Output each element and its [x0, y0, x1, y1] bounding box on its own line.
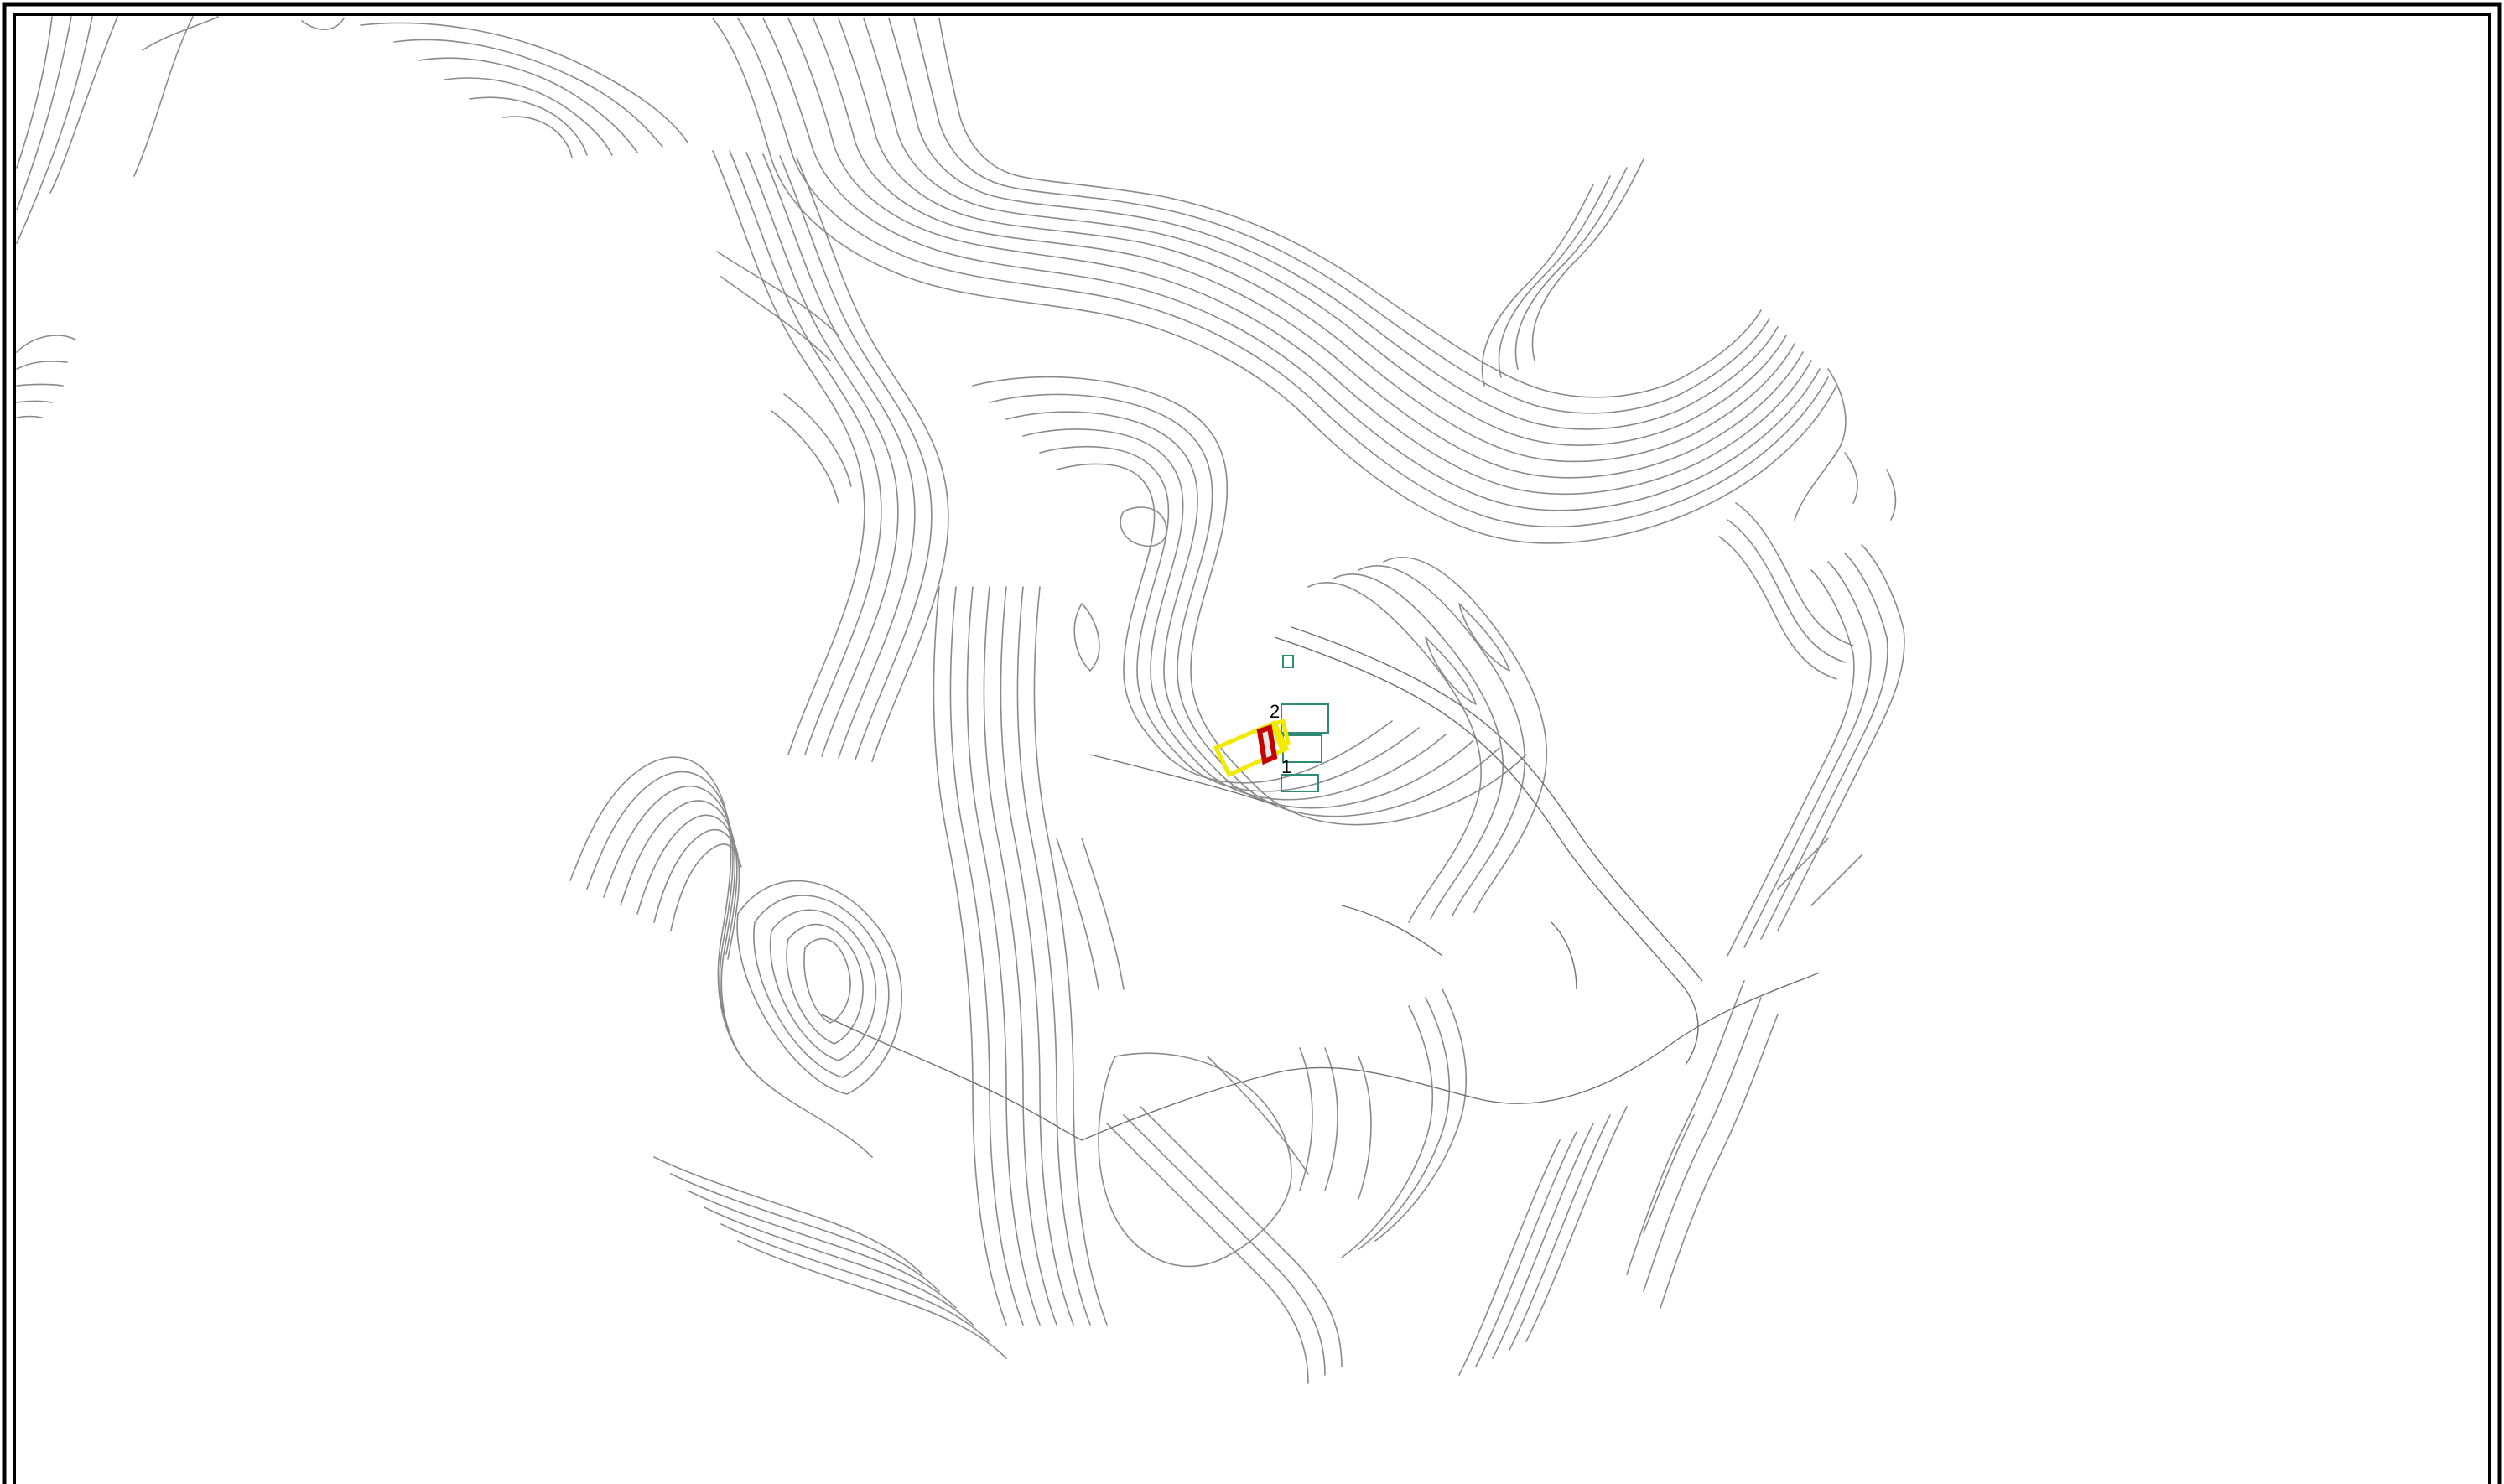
- building-small[interactable]: [1282, 655, 1294, 668]
- highlighted-parcel[interactable]: [1213, 718, 1291, 778]
- road-lines: [821, 626, 1821, 1141]
- contours-central-valley: [972, 376, 1527, 826]
- contours-east-ridge: [1307, 158, 1905, 957]
- contours-west-slope: [712, 150, 949, 762]
- contours-south-valley: [933, 586, 1779, 1384]
- point-label-2: 2: [1270, 701, 1280, 722]
- inner-frame-border: [13, 13, 2491, 1484]
- contours-top-arcs: [301, 18, 688, 158]
- contours-top-left: [16, 16, 219, 418]
- yellow-parcel-strip[interactable]: [1269, 718, 1291, 751]
- contours-north-ridge: [712, 18, 1837, 544]
- point-label-1: 1: [1281, 756, 1291, 777]
- building-south[interactable]: [1281, 774, 1319, 792]
- yellow-parcel-outline[interactable]: [1213, 719, 1290, 778]
- building-north[interactable]: [1281, 703, 1329, 734]
- contours-southwest-lobe: [569, 756, 1007, 1359]
- selected-parcel[interactable]: [1256, 724, 1278, 765]
